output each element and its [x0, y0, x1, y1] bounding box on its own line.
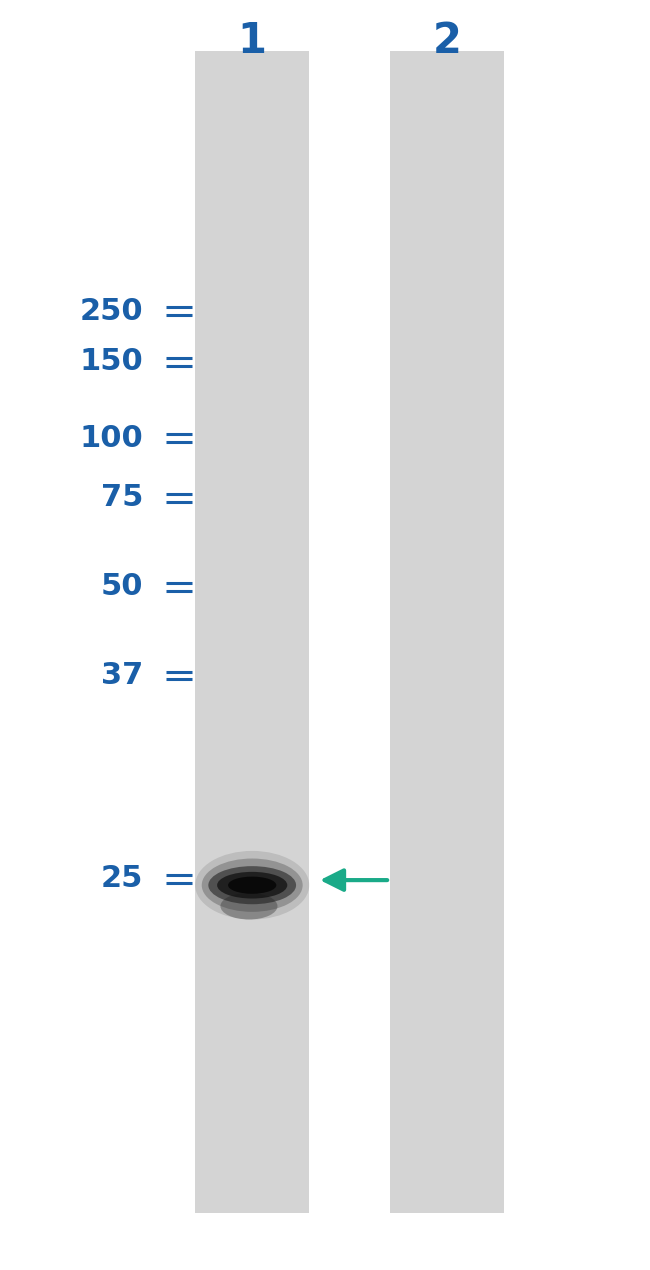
Bar: [195, 51, 309, 1213]
Ellipse shape: [195, 851, 309, 919]
Ellipse shape: [228, 876, 276, 894]
Text: 75: 75: [101, 484, 143, 512]
Ellipse shape: [220, 893, 278, 919]
Ellipse shape: [208, 866, 296, 904]
Text: 37: 37: [101, 662, 143, 690]
Text: 2: 2: [433, 19, 462, 62]
Text: 250: 250: [79, 297, 143, 325]
Bar: [390, 51, 504, 1213]
Text: 100: 100: [79, 424, 143, 452]
Text: 50: 50: [101, 573, 143, 601]
Ellipse shape: [217, 871, 287, 899]
Text: 1: 1: [238, 19, 266, 62]
Text: 150: 150: [79, 348, 143, 376]
Ellipse shape: [202, 859, 303, 912]
Text: 25: 25: [101, 865, 143, 893]
